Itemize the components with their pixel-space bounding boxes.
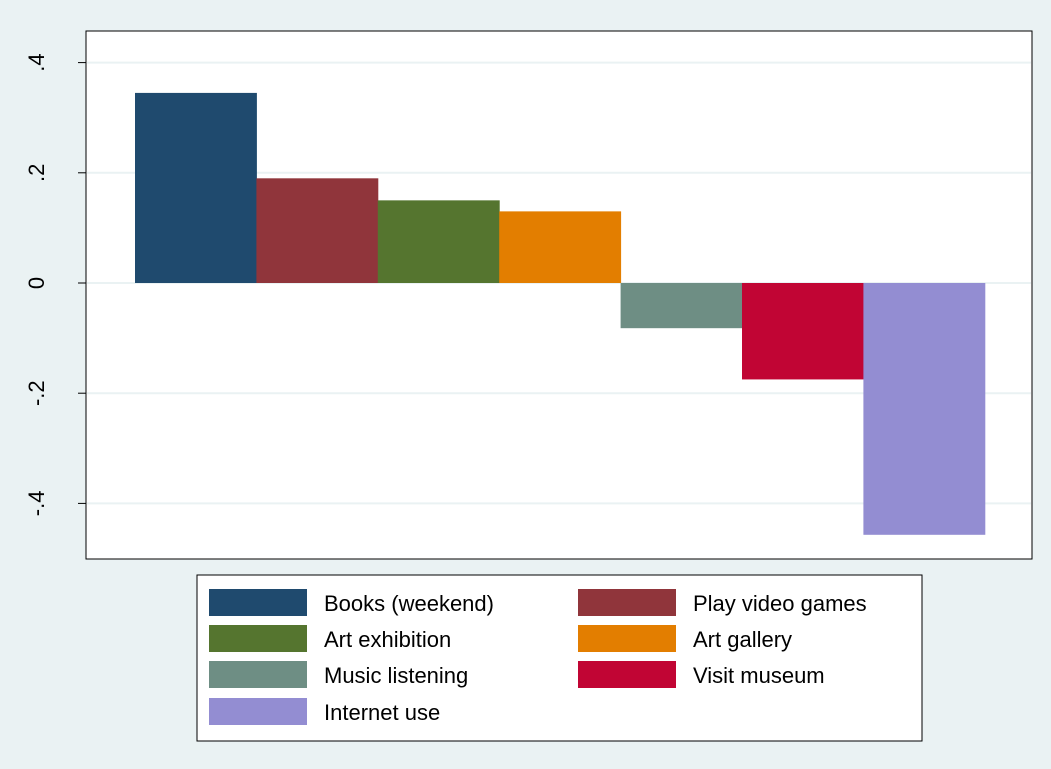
legend-box xyxy=(196,574,923,742)
legend-label-0: Books (weekend) xyxy=(324,591,494,616)
legend-swatch-1 xyxy=(578,589,676,616)
legend-swatch-5 xyxy=(578,661,676,688)
bar-4 xyxy=(620,283,743,329)
legend: Books (weekend) Play video games Art exhib… xyxy=(196,574,923,742)
y-tick-label-1: .2 xyxy=(24,164,49,182)
legend-label-3: Art gallery xyxy=(693,627,792,652)
legend-swatch-6 xyxy=(209,698,307,725)
bar-5 xyxy=(742,283,864,380)
legend-swatch-2 xyxy=(209,625,307,652)
bar-0 xyxy=(135,92,257,283)
legend-swatch-0 xyxy=(209,589,307,616)
y-tick-label-2: 0 xyxy=(24,277,49,289)
bar-1 xyxy=(256,178,379,283)
bar-3 xyxy=(499,211,622,283)
y-tick-label-4: -.4 xyxy=(24,491,49,517)
bar-2 xyxy=(377,200,500,283)
legend-label-1: Play video games xyxy=(693,591,867,616)
bars xyxy=(135,92,986,535)
legend-label-6: Internet use xyxy=(324,700,440,725)
legend-label-2: Art exhibition xyxy=(324,627,451,652)
legend-swatch-3 xyxy=(578,625,676,652)
bar-6 xyxy=(863,283,986,535)
legend-swatch-4 xyxy=(209,661,307,688)
y-tick-label-0: .4 xyxy=(24,53,49,71)
legend-label-5: Visit museum xyxy=(693,663,825,688)
y-tick-label-3: -.2 xyxy=(24,380,49,406)
legend-label-4: Music listening xyxy=(324,663,468,688)
y-axis: .4 .2 0 -.2 -.4 xyxy=(24,53,86,516)
